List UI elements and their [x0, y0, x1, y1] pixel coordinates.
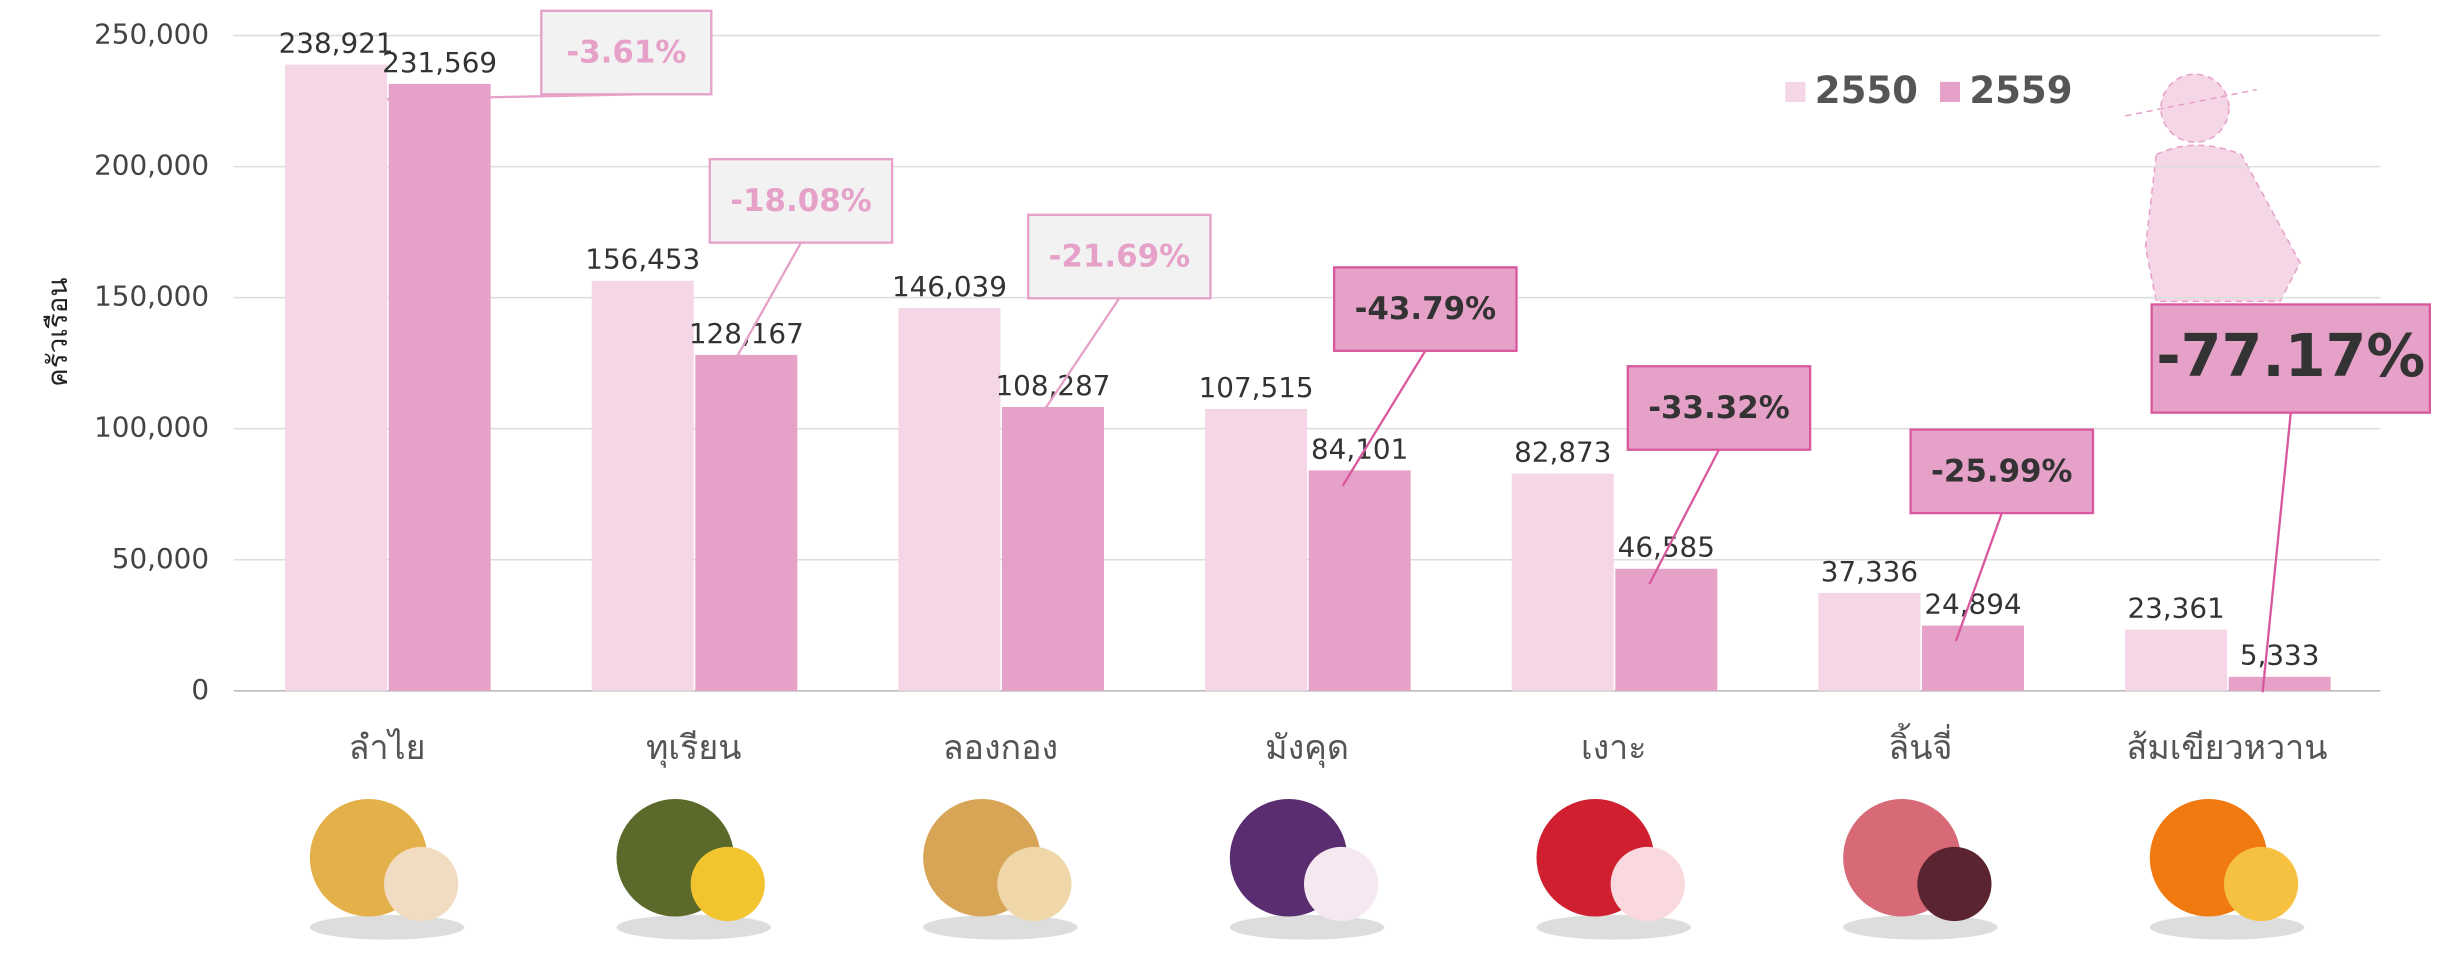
leader-line [1954, 512, 2003, 642]
legend-swatch [1785, 81, 1806, 102]
bar [1921, 625, 2024, 691]
annotation-box [540, 9, 713, 96]
annotation: -18.08% [730, 183, 871, 219]
value-label: 231,569 [382, 46, 497, 79]
value-label: 156,453 [585, 243, 700, 276]
y-tick-label: 100,000 [94, 411, 209, 444]
fruit-icon [2223, 846, 2299, 922]
x-tick-label: มังคุด [1265, 728, 1349, 768]
value-label: 84,101 [1311, 432, 1408, 465]
value-label: 5,333 [2240, 639, 2320, 672]
legend-swatch [1939, 81, 1961, 102]
annotation-box [1332, 266, 1518, 352]
x-tick-label: ลองกอง [943, 728, 1058, 768]
bar [1615, 568, 1718, 691]
y-tick-label: 150,000 [94, 280, 209, 313]
annotation-box [1026, 213, 1212, 300]
bar [1308, 470, 1411, 691]
fruit-shadow [2149, 914, 2305, 940]
fruit-icon [384, 846, 459, 922]
y-tick-label: 0 [191, 673, 209, 706]
annotation-box [1626, 365, 1812, 451]
person-silhouette [2125, 73, 2301, 303]
legend-label: 2559 [1969, 69, 2072, 112]
annotation: -3.61% [566, 35, 686, 71]
bar [1205, 409, 1308, 691]
x-tick-label: เงาะ [1581, 728, 1647, 768]
value-label: 23,361 [2127, 591, 2224, 624]
fruit-icon [1610, 846, 1685, 922]
leader-line [728, 242, 802, 371]
fruit-icon [1917, 846, 1992, 922]
value-label: 146,039 [892, 270, 1007, 303]
fruit-shadow [1843, 914, 1998, 940]
annotation-box [1909, 428, 2095, 515]
bar [285, 64, 388, 691]
annotation: -43.79% [1355, 291, 1496, 327]
value-label: 128,167 [689, 317, 804, 350]
value-label: 107,515 [1199, 371, 1314, 404]
value-label: 37,336 [1821, 555, 1918, 588]
leader-line [2261, 412, 2292, 693]
leader-line [1341, 350, 1427, 487]
x-tick-label: ลำไย [349, 728, 426, 768]
fruit-shadow [923, 914, 1078, 940]
bar [1001, 406, 1104, 691]
leader-line [1035, 297, 1121, 424]
bar [1511, 473, 1614, 691]
bar [2125, 629, 2228, 691]
annotation: -33.32% [1648, 390, 1789, 426]
value-label: 82,873 [1514, 436, 1611, 469]
leader-line [1648, 449, 1720, 585]
annotation: -21.69% [1049, 239, 1190, 275]
annotation-box [708, 158, 894, 244]
fruit-shadow [616, 914, 772, 940]
bar [1818, 592, 1921, 691]
value-label: 46,585 [1618, 531, 1715, 564]
annotation-box [2150, 303, 2432, 414]
x-tick-label: ส้มเขียวหวาน [2127, 728, 2328, 768]
bar [388, 83, 491, 691]
y-tick-label: 50,000 [112, 542, 209, 575]
legend-label: 2550 [1815, 69, 1918, 112]
fruit-shadow [309, 914, 465, 940]
fruit-shadow [1229, 914, 1385, 940]
bar [898, 308, 1001, 691]
annotation: -25.99% [1931, 453, 2072, 489]
bar [591, 280, 694, 691]
annotation: -77.17% [2156, 321, 2425, 390]
y-tick-label: 250,000 [94, 18, 209, 51]
y-tick-label: 200,000 [94, 149, 209, 182]
fruit-shadow [1536, 914, 1692, 940]
bar [695, 354, 798, 691]
fruit-icon [690, 846, 765, 922]
x-tick-label: ทุเรียน [646, 728, 741, 768]
value-label: 238,921 [279, 26, 394, 59]
fruit-icon [1304, 846, 1379, 922]
y-axis-label: ครัวเรือน [41, 278, 74, 387]
bar [2228, 676, 2331, 691]
x-tick-label: ลิ้นจี่ [1888, 723, 1952, 768]
fruit-icon [997, 846, 1072, 922]
